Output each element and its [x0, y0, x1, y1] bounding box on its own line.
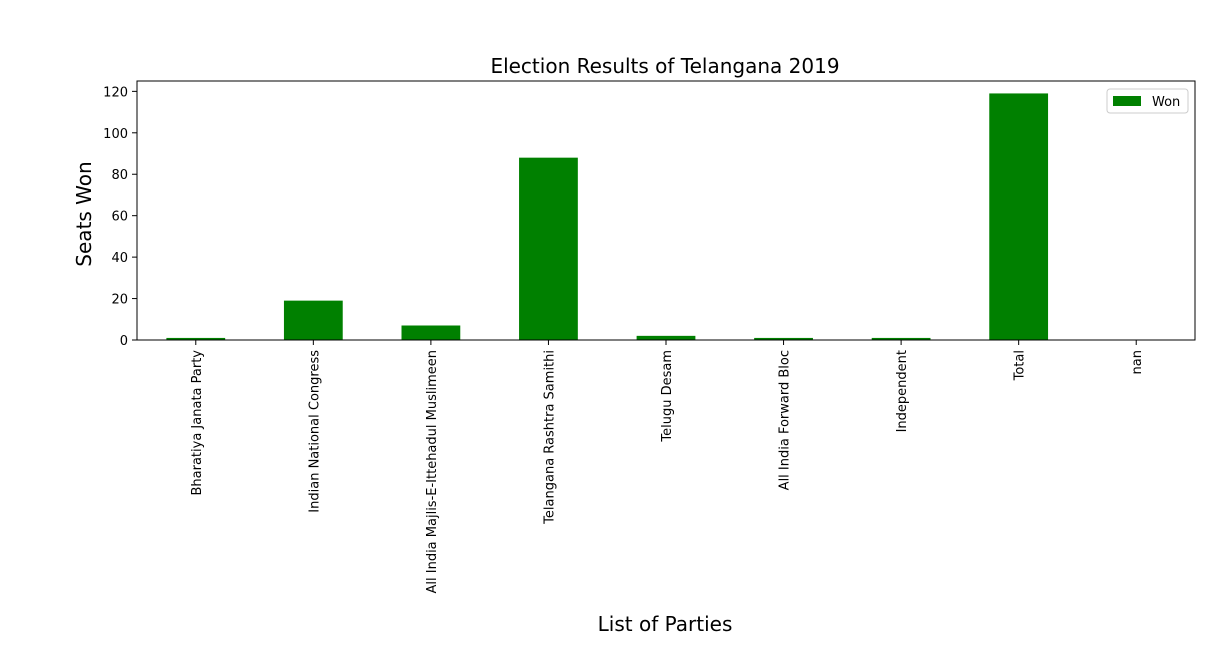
bar — [754, 337, 813, 340]
x-tick-label: Independent — [895, 350, 910, 432]
bar — [871, 337, 931, 340]
legend: Won — [1106, 88, 1189, 114]
bar — [166, 337, 226, 340]
x-tick-label: Total — [1013, 350, 1028, 381]
x-tick-label: Bharatiya Janata Party — [190, 350, 205, 496]
y-tick-label: 100 — [103, 127, 128, 142]
bar — [989, 93, 1049, 340]
x-tick-label: Indian National Congress — [307, 350, 322, 513]
plot-frame — [136, 80, 1196, 341]
bar — [283, 300, 343, 340]
legend-box — [1106, 88, 1189, 114]
x-tick-label: nan — [1130, 350, 1145, 374]
bar — [401, 325, 461, 340]
x-tick-label: Telangana Rashtra Samithi — [542, 350, 557, 525]
bar — [636, 335, 696, 340]
x-tick-label: All India Majlis-E-Ittehadul Muslimeen — [425, 350, 440, 594]
legend-label: Won — [1152, 95, 1180, 110]
y-tick-label: 60 — [111, 210, 128, 225]
chart-title: Election Results of Telangana 2019 — [490, 54, 839, 78]
bar — [519, 157, 578, 340]
y-tick-label: 120 — [103, 85, 128, 100]
y-tick-label: 20 — [111, 293, 128, 308]
x-axis-label: List of Parties — [598, 612, 733, 636]
x-tick-label: Telugu Desam — [660, 350, 675, 443]
y-tick-label: 0 — [120, 334, 128, 349]
y-tick-label: 40 — [111, 251, 128, 266]
legend-swatch — [1113, 96, 1141, 106]
y-tick-label: 80 — [111, 168, 128, 183]
y-axis-label: Seats Won — [72, 161, 96, 266]
x-tick-label: All India Forward Bloc — [778, 350, 793, 490]
